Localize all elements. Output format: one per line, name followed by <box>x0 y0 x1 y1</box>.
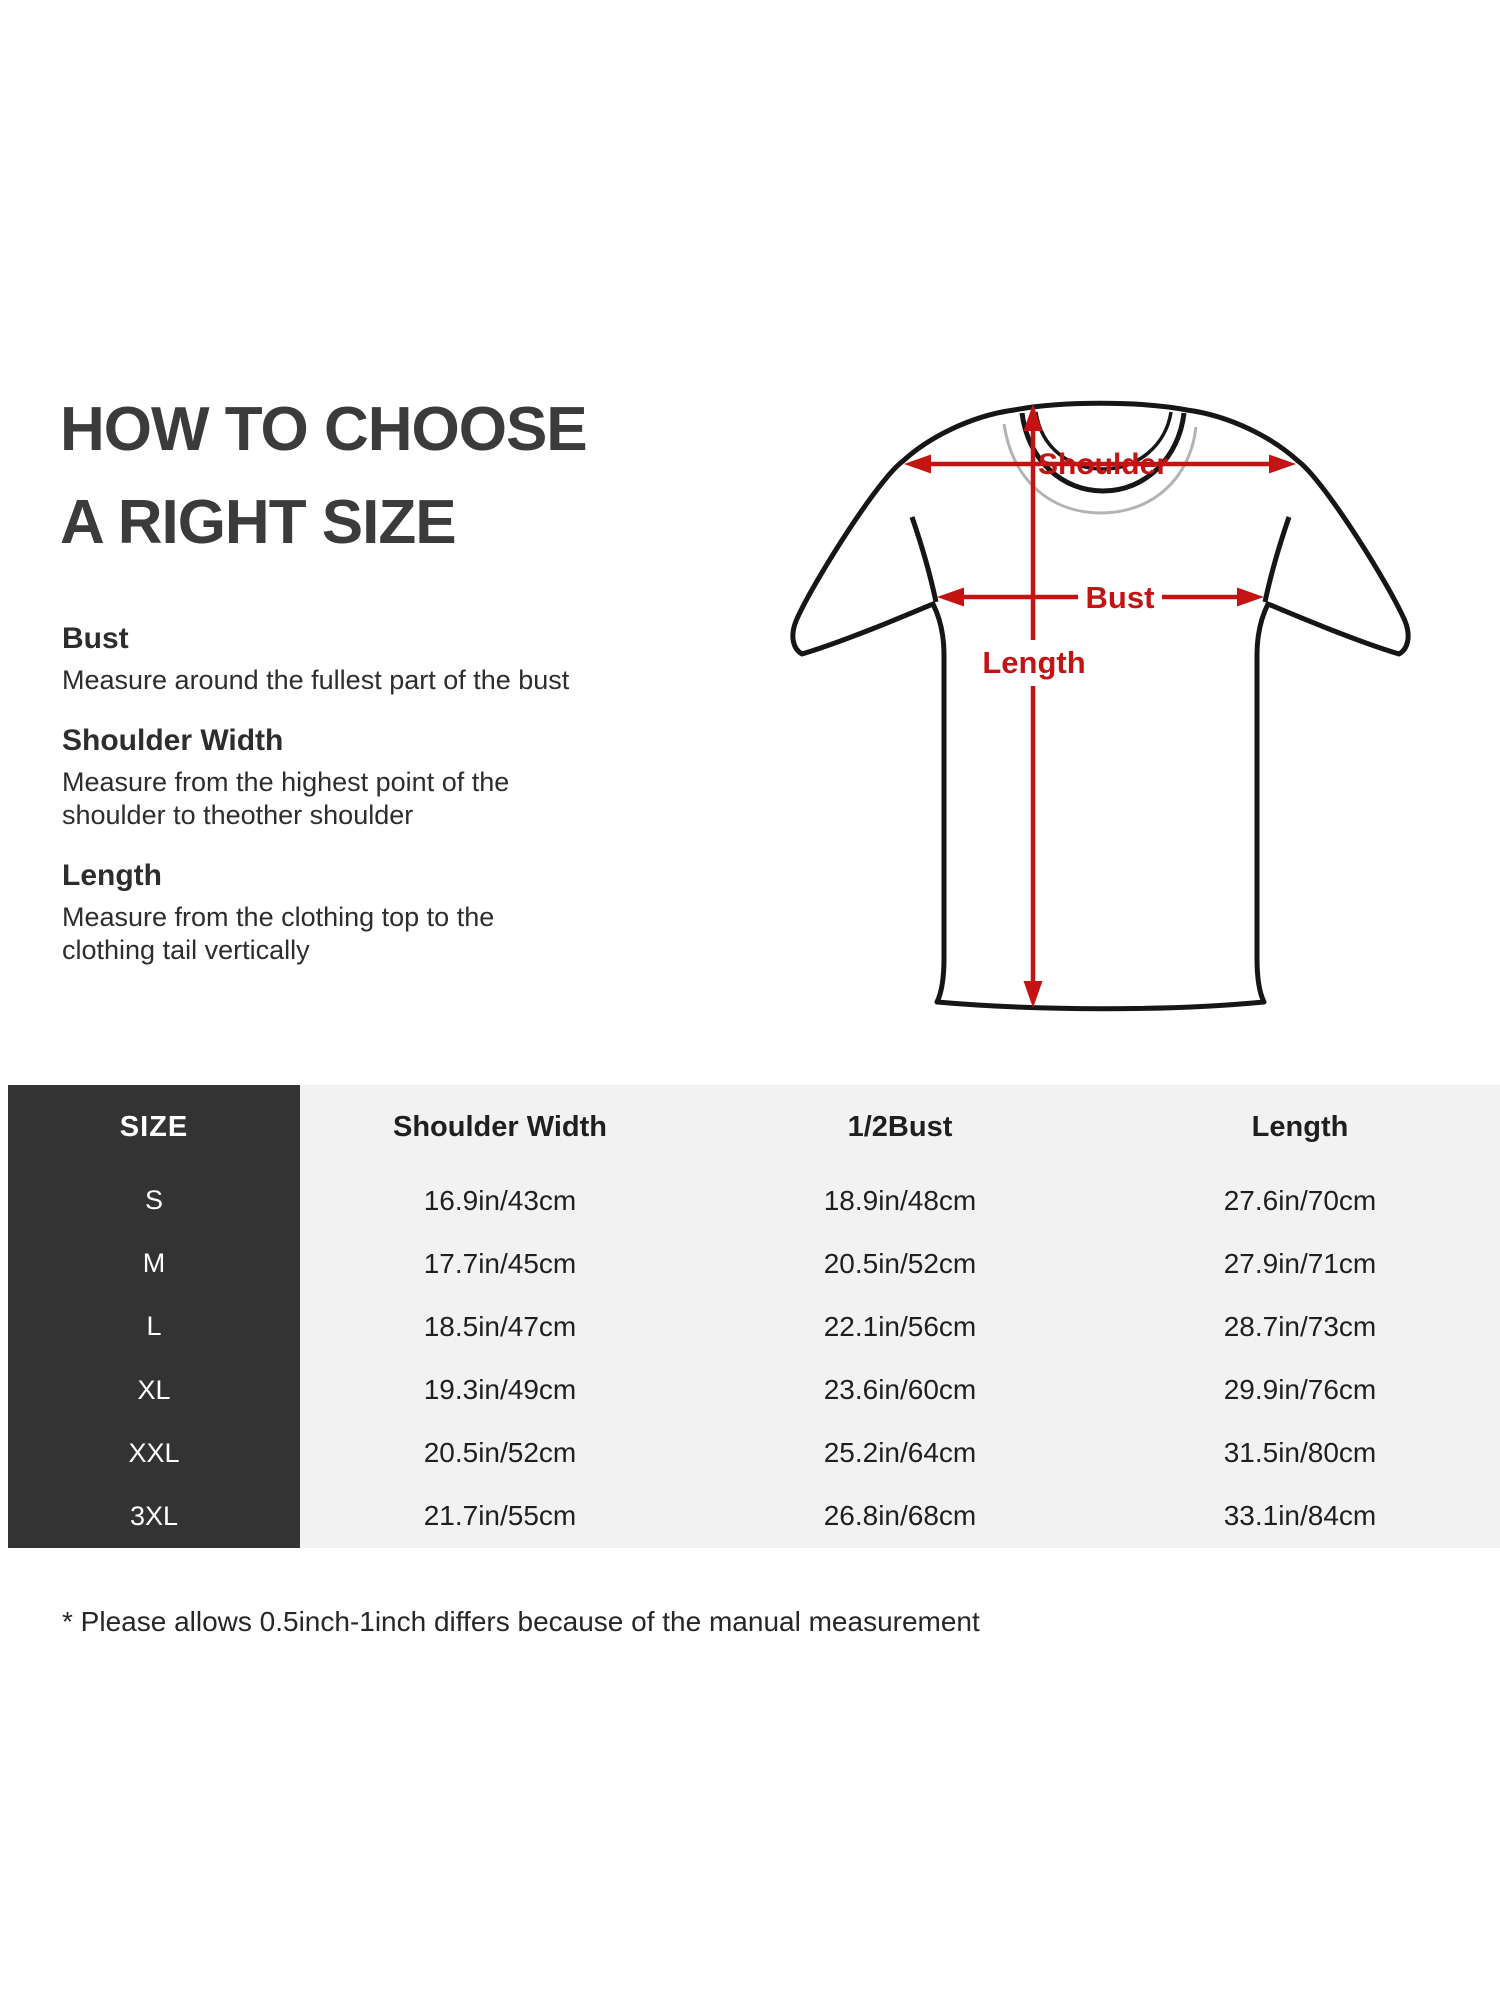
length-value: 33.1in/84cm <box>1223 1500 1377 1532</box>
length-value: 31.5in/80cm <box>1223 1437 1377 1469</box>
table-row-3xl: 3XL 21.7in/55cm 26.8in/68cm 33.1in/84cm <box>8 1484 1500 1549</box>
shoulder-value: 20.5in/52cm <box>423 1437 577 1469</box>
half-bust-value: 20.5in/52cm <box>823 1247 977 1279</box>
table-row-xl: XL 19.3in/49cm 23.6in/60cm 29.9in/76cm <box>8 1358 1500 1422</box>
table-row-l: L 18.5in/47cm 22.1in/56cm 28.7in/73cm <box>8 1295 1500 1359</box>
bust-arrow-label: Bust <box>1086 580 1155 615</box>
table-row-xxl: XXL 20.5in/52cm 25.2in/64cm 31.5in/80cm <box>8 1421 1500 1485</box>
column-header-size: SIZE <box>8 1085 300 1169</box>
length-value: 27.9in/71cm <box>1223 1247 1377 1279</box>
shoulder-value: 21.7in/55cm <box>423 1500 577 1532</box>
length-value: 29.9in/76cm <box>1223 1374 1377 1406</box>
definition-description: Measure from the highest point of the sh… <box>62 767 510 830</box>
definition-term: Length <box>62 859 162 892</box>
definition-description: Measure around the fullest part of the b… <box>62 665 570 695</box>
size-label: XL <box>8 1358 300 1422</box>
half-bust-value: 23.6in/60cm <box>823 1374 977 1406</box>
length-value: 27.6in/70cm <box>1223 1184 1377 1216</box>
page-title-line2: A RIGHT SIZE <box>60 488 457 557</box>
size-label: S <box>8 1169 300 1233</box>
size-label: M <box>8 1232 300 1296</box>
shoulder-value: 17.7in/45cm <box>423 1247 577 1279</box>
definition-term: Bust <box>62 622 129 655</box>
page-title: HOW TO CHOOSE A RIGHT SIZE <box>60 383 588 569</box>
size-label: 3XL <box>8 1484 300 1549</box>
column-header-shoulder-width: Shoulder Width <box>393 1110 607 1143</box>
definition-length: Length Measure from the clothing top to … <box>62 859 662 967</box>
table-header-row: SIZE Shoulder Width 1/2Bust Length <box>8 1085 1500 1169</box>
tshirt-measurement-diagram: Shoulder Bust Length <box>790 400 1411 1012</box>
measurement-disclaimer: * Please allows 0.5inch-1inch differs be… <box>62 1606 980 1637</box>
column-header-half-bust: 1/2Bust <box>847 1110 953 1143</box>
shoulder-arrow-label: Shoulder <box>1038 448 1168 481</box>
shoulder-value: 19.3in/49cm <box>423 1374 577 1406</box>
shoulder-value: 18.5in/47cm <box>423 1310 577 1342</box>
page-title-line1: HOW TO CHOOSE <box>60 395 588 464</box>
length-arrow <box>1023 404 1043 1008</box>
length-arrow-label: Length <box>982 645 1085 680</box>
table-row-m: M 17.7in/45cm 20.5in/52cm 27.9in/71cm <box>8 1232 1500 1296</box>
column-header-length: Length <box>1251 1110 1349 1143</box>
bust-arrow <box>937 587 1264 607</box>
half-bust-value: 22.1in/56cm <box>823 1310 977 1342</box>
measurement-definitions: Bust Measure around the fullest part of … <box>62 622 662 994</box>
size-label: XXL <box>8 1421 300 1485</box>
size-chart-table: SIZE Shoulder Width 1/2Bust Length S 16.… <box>8 1085 1500 1549</box>
length-value: 28.7in/73cm <box>1223 1310 1377 1342</box>
definition-shoulder-width: Shoulder Width Measure from the highest … <box>62 724 662 832</box>
shoulder-value: 16.9in/43cm <box>423 1184 577 1216</box>
definition-bust: Bust Measure around the fullest part of … <box>62 622 662 697</box>
half-bust-value: 18.9in/48cm <box>823 1184 977 1216</box>
half-bust-value: 25.2in/64cm <box>823 1437 977 1469</box>
tshirt-outline-icon <box>790 400 1411 1012</box>
size-label: L <box>8 1295 300 1359</box>
definition-description: Measure from the clothing top to the clo… <box>62 902 495 965</box>
shoulder-arrow <box>904 454 1296 474</box>
half-bust-value: 26.8in/68cm <box>823 1500 977 1532</box>
definition-term: Shoulder Width <box>62 724 284 757</box>
table-row-s: S 16.9in/43cm 18.9in/48cm 27.6in/70cm <box>8 1169 1500 1233</box>
